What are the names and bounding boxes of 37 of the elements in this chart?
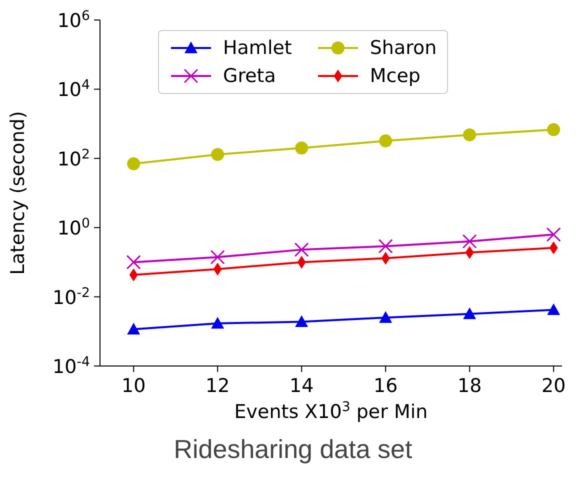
legend-label: Mcep	[370, 65, 420, 87]
x-tick-label: 14	[290, 375, 314, 397]
x-tick-label: 12	[206, 375, 230, 397]
point	[211, 316, 224, 329]
point	[295, 315, 308, 327]
point	[378, 238, 393, 254]
y-tick-label: 10$^{-2}$	[52, 285, 90, 309]
point	[462, 234, 477, 249]
point	[463, 307, 476, 320]
y-axis-title: Latency (second)	[7, 111, 29, 275]
legend-label: Greta	[223, 65, 276, 87]
point	[546, 227, 561, 242]
y-tick-label: 10$^{2}$	[57, 146, 90, 170]
y-tick-label: 10$^{6}$	[57, 8, 90, 32]
point	[379, 134, 392, 148]
point	[547, 303, 560, 316]
point	[547, 123, 560, 136]
point	[127, 322, 140, 334]
point	[379, 311, 392, 323]
x-tick-label: 16	[374, 375, 398, 397]
point	[294, 242, 309, 257]
x-tick-label: 10	[122, 375, 146, 397]
x-tick-label: 20	[542, 375, 566, 397]
legend-label: Sharon	[370, 37, 437, 59]
x-tick-label: 18	[458, 375, 482, 397]
point	[463, 128, 476, 142]
y-tick-label: 10$^{4}$	[57, 78, 90, 102]
y-tick-label: 10$^{-4}$	[52, 354, 90, 378]
point	[127, 157, 140, 170]
legend-label: Hamlet	[223, 37, 292, 59]
x-axis-title: Events X10$^{3}$ per Min	[234, 400, 428, 423]
y-tick-label: 10$^{0}$	[57, 216, 90, 240]
point	[211, 148, 224, 161]
text: Ridesharing data set	[172, 434, 414, 465]
point	[210, 250, 225, 264]
point	[126, 254, 141, 270]
point	[295, 141, 308, 154]
